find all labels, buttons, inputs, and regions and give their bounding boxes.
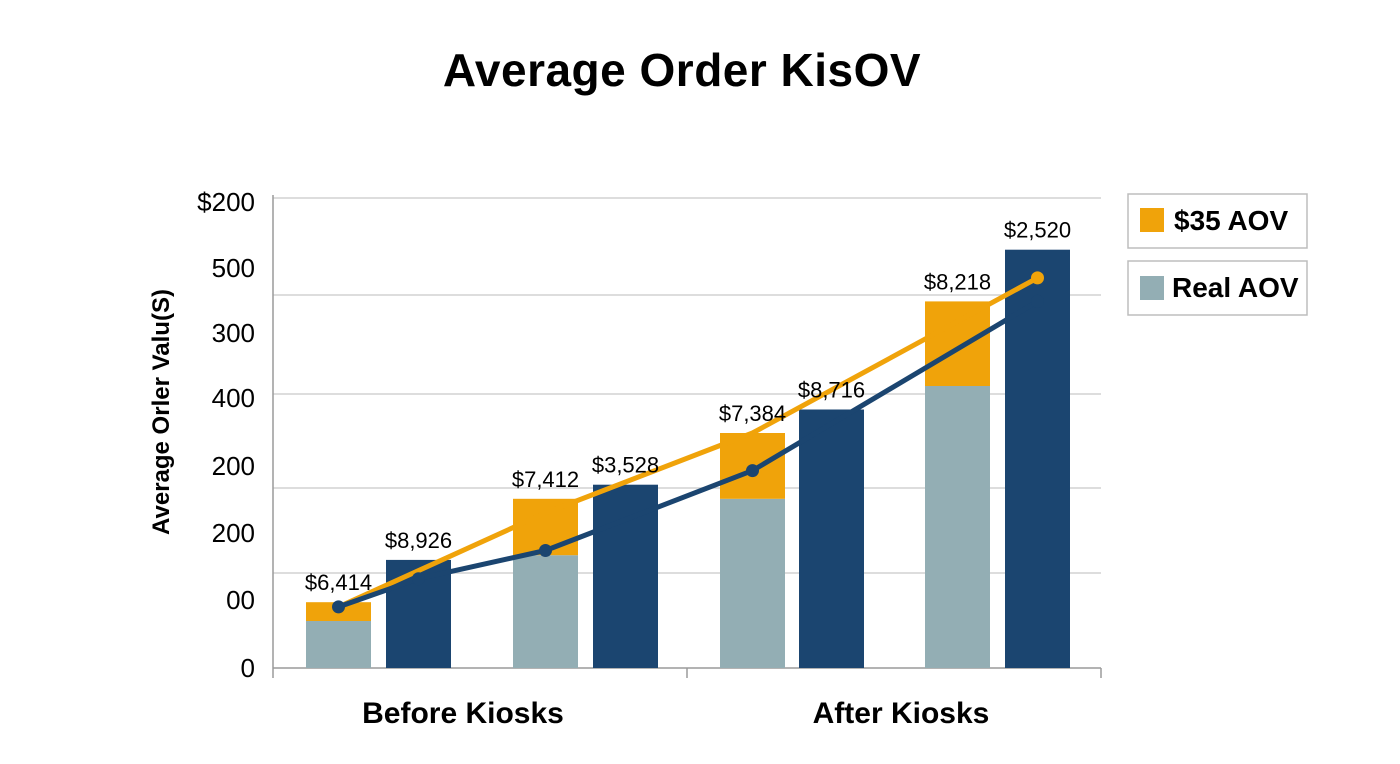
trend-point bbox=[332, 600, 345, 614]
legend-swatch-real-aov bbox=[1140, 276, 1164, 300]
data-labels: $6,414 $8,926 $7,412 $3,528 $7,384 $8,716 $8,2… bbox=[305, 218, 1071, 596]
bar-real-aov-segment bbox=[720, 498, 785, 668]
bar-data-label: $8,218 bbox=[924, 269, 991, 294]
legend-label-35-aov: $35 AOV bbox=[1174, 205, 1288, 236]
bar-real-aov-segment bbox=[306, 621, 371, 668]
bar-data-label: $3,528 bbox=[592, 453, 659, 478]
bar-solid bbox=[1005, 249, 1070, 668]
x-category-label-before: Before Kiosks bbox=[362, 697, 564, 730]
bar-real-aov-segment bbox=[513, 555, 578, 668]
trend-point bbox=[746, 464, 759, 478]
bars bbox=[306, 249, 1070, 668]
legend: $35 AOV Real AOV bbox=[1127, 193, 1308, 316]
y-tick-label: 0 bbox=[241, 653, 255, 683]
y-tick-label: 200 bbox=[212, 451, 255, 481]
bar-data-label: $7,412 bbox=[512, 467, 579, 492]
y-tick-label: 400 bbox=[212, 383, 255, 413]
bar-data-label: $8,716 bbox=[798, 378, 865, 403]
trend-point bbox=[539, 544, 552, 557]
bar-35-aov-segment bbox=[925, 301, 990, 386]
chart-title: Average Order KisOV bbox=[443, 44, 921, 96]
legend-label-real-aov: Real AOV bbox=[1172, 272, 1299, 303]
bar-real-aov-segment bbox=[925, 386, 990, 668]
x-category-label-after: After Kiosks bbox=[813, 697, 990, 730]
bar-data-label: $2,520 bbox=[1004, 218, 1071, 243]
y-axis-label: Average Orler Valu(S) bbox=[148, 289, 175, 535]
bar-data-label: $7,384 bbox=[719, 401, 786, 426]
trend-line-gold bbox=[336, 275, 1040, 610]
trend-point bbox=[412, 572, 425, 586]
bar-data-label: $8,926 bbox=[385, 528, 452, 553]
trend-lines bbox=[332, 271, 1044, 614]
y-tick-label: 500 bbox=[212, 253, 255, 283]
trend-point bbox=[1031, 271, 1044, 285]
y-tick-label: 300 bbox=[212, 318, 255, 348]
bar-data-label: $6,414 bbox=[305, 570, 372, 595]
trend-point bbox=[1031, 294, 1044, 308]
y-tick-label: 200 bbox=[212, 518, 255, 548]
bar-solid bbox=[593, 484, 658, 668]
bar-solid bbox=[799, 409, 864, 668]
y-tick-label: $200 bbox=[197, 187, 255, 217]
legend-swatch-35-aov bbox=[1140, 208, 1164, 232]
y-tick-label: 00 bbox=[226, 585, 255, 615]
